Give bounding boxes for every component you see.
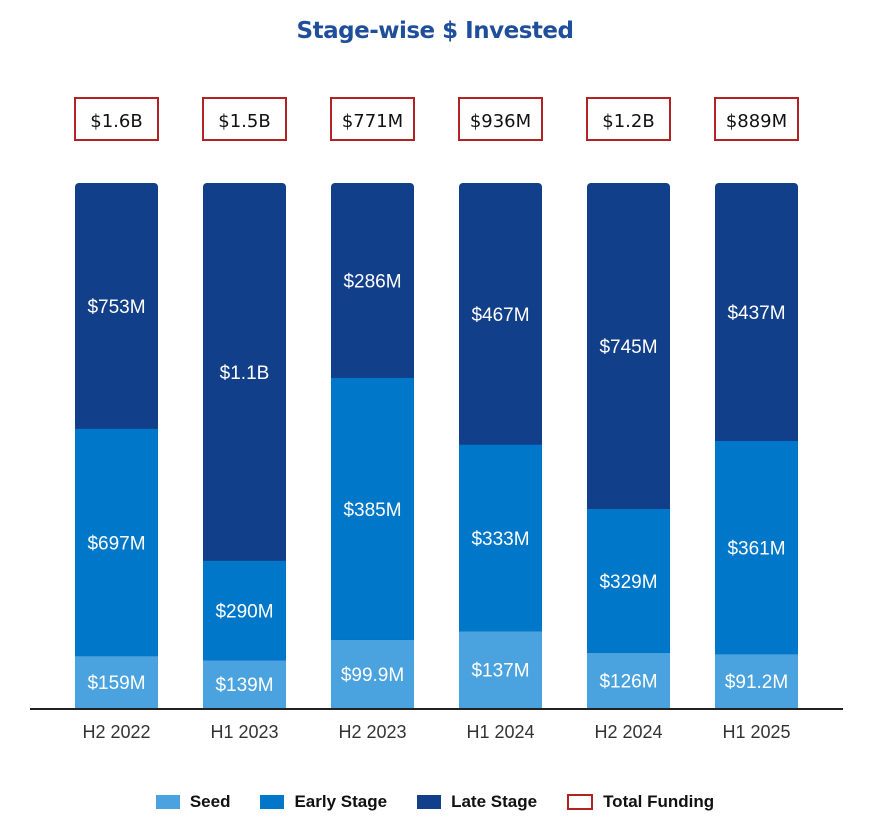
total-label: $1.6B [90,111,142,132]
total-label: $936M [470,111,531,132]
bar-segment-late-stage [331,187,414,378]
data-label: $745M [599,337,657,358]
data-label: $137M [471,661,529,682]
total-label: $889M [726,111,787,132]
bar-segment-early-stage [715,441,798,655]
legend-item-seed: Seed [155,792,231,812]
legend-swatch-early [260,795,285,809]
data-label: $286M [343,271,401,292]
legend-item-early: Early Stage [260,792,387,812]
total-box [714,97,799,141]
total-box [330,97,415,141]
legend-label-early: Early Stage [294,792,388,811]
data-label: $467M [471,305,529,326]
data-label: $437M [727,303,785,324]
bar-segment-early-stage [203,560,286,661]
x-tick-label: H2 2024 [594,722,662,742]
legend-label-late: Late Stage [451,792,538,811]
data-label: $329M [599,572,657,593]
x-tick-label: H1 2023 [210,722,278,742]
bar-segment-early-stage [459,444,542,632]
data-label: $753M [87,297,145,318]
data-label: $91.2M [725,672,788,693]
total-box [586,97,671,141]
bar-segment-late-stage [587,187,670,509]
data-label: $139M [215,675,273,696]
bar-segment-seed [203,660,286,708]
data-label: $361M [727,539,785,560]
bar-segment-late-stage [459,187,542,445]
legend-item-total: Total Funding [567,792,714,812]
bar-segment-early-stage [331,377,414,640]
x-tick-label: H1 2024 [466,722,534,742]
data-label: $99.9M [341,665,404,686]
total-label: $1.2B [602,111,654,132]
legend-label-total: Total Funding [603,792,715,811]
legend-swatch-total [567,794,594,810]
legend-swatch-seed [155,795,180,809]
total-label: $771M [342,111,403,132]
bar-segment-seed [459,631,542,708]
bar-segment-seed [715,654,798,708]
chart-title: Stage-wise $ Invested [296,18,574,44]
data-label: $159M [87,673,145,694]
bar-segment-late-stage [203,187,286,561]
bar-segment-early-stage [75,428,158,657]
x-tick-label: H2 2022 [82,722,150,742]
bar-segment-late-stage [75,187,158,429]
data-label: $697M [87,533,145,554]
legend-swatch-late [417,795,442,809]
bar-segment-seed [587,652,670,708]
bar-segment-late-stage [715,187,798,442]
bar-segment-early-stage [587,508,670,653]
data-label: $1.1B [220,363,270,384]
bar-segment-seed [331,639,414,708]
data-label: $126M [599,671,657,692]
x-tick-label: H2 2023 [338,722,406,742]
x-tick-label: H1 2025 [722,722,790,742]
total-box [458,97,543,141]
bar-segment-seed [75,656,158,708]
data-label: $385M [343,500,401,521]
stacked-bar-chart: $159M $697M $753M $1.6B H2 2022 $139M $290M $1.… [30,97,843,742]
legend: Seed Early Stage Late Stage Total Fundin… [0,792,870,812]
legend-item-late: Late Stage [417,792,537,812]
total-label: $1.5B [218,111,270,132]
data-label: $333M [471,529,529,550]
total-box [202,97,287,141]
total-box [74,97,159,141]
legend-label-seed: Seed [189,792,231,811]
data-label: $290M [215,601,273,622]
